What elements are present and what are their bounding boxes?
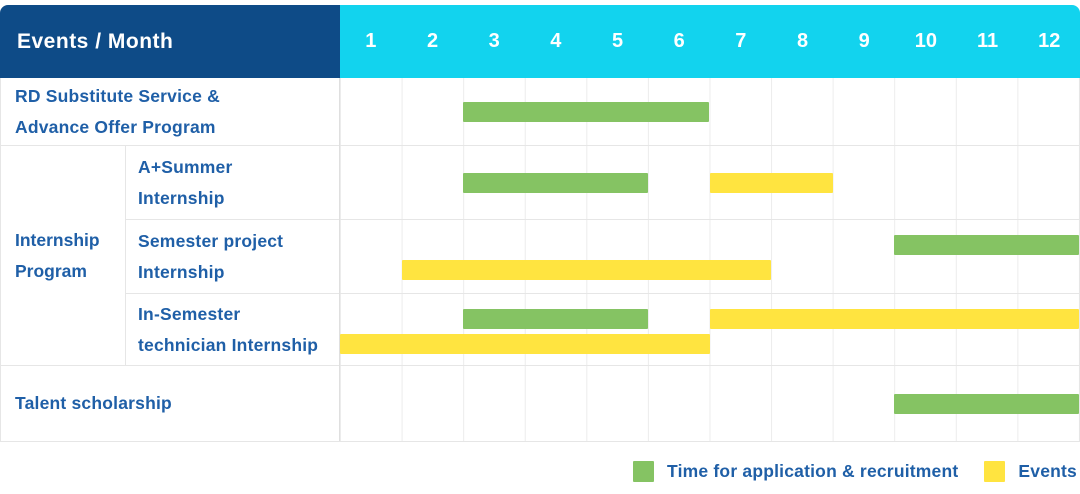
row-label-in-semester-technician: In-Semester technician Internship [126,294,339,366]
label-text: RD Substitute Service & Advance Offer Pr… [15,81,220,143]
legend-swatch-events [984,461,1006,482]
label-line: A+Summer [138,156,233,177]
label-line: Internship [138,187,225,208]
month-header-cell: 5 [611,30,624,52]
chart-row-rd-substitute [340,78,1079,146]
legend-item-application: Time for application & recruitment [633,461,958,482]
label-text: Semester project Internship [138,226,283,288]
label-line: Internship [138,261,225,282]
label-line: RD Substitute Service & [15,85,220,106]
gantt-bar-event [340,334,710,354]
legend-item-events: Events [984,461,1077,482]
row-label-rd-substitute: RD Substitute Service & Advance Offer Pr… [1,78,339,146]
events-month-header-cell: Events / Month [0,5,340,78]
gantt-bar-application [463,101,710,122]
legend-swatch-application [633,461,655,482]
legend-label: Time for application & recruitment [667,461,959,481]
gantt-bar-application [463,309,648,329]
label-line: technician Internship [138,334,319,355]
month-header-cell: 3 [488,30,500,52]
chart-row-talent-scholarship [340,366,1079,441]
month-header-cell: 10 [914,30,937,52]
label-text: Internship Program [15,225,100,287]
month-header-cell: 1 [365,30,377,52]
gantt-bar-application [894,393,1079,414]
legend-label: Events [1018,461,1077,481]
month-header-row: 1 2 3 4 5 6 7 8 9 10 11 12 [340,5,1080,78]
gantt-bar-event [709,172,833,193]
row-group-internship-program: Internship Program [1,146,126,366]
chart-row-a-plus-summer-internship [340,146,1079,220]
table-header-row: Events / Month 1 2 3 4 5 6 7 8 9 10 11 12 [0,5,1080,78]
month-header-cell: 2 [426,30,439,52]
label-line: In-Semester [138,303,241,324]
month-header-cell: 9 [858,30,870,52]
sub-labels-column: A+Summer Internship Semester project Int… [126,146,339,366]
row-label-talent-scholarship: Talent scholarship [1,366,339,441]
month-header-cell: 8 [796,30,809,52]
label-line: Semester project [138,230,284,251]
label-line: Program [15,260,87,281]
table-body: RD Substitute Service & Advance Offer Pr… [0,78,1080,442]
label-text: Talent scholarship [15,388,172,419]
label-text: A+Summer Internship [138,152,232,214]
chart-area [340,78,1079,441]
month-header-cell: 6 [673,30,685,52]
chart-row-semester-project-internship [340,220,1079,294]
gantt-bar-event [401,260,772,280]
gantt-bar-application [894,235,1079,255]
month-header-cell: 11 [976,30,999,52]
internship-program-group: Internship Program A+Summer Internship S… [1,146,339,366]
row-label-semester-project: Semester project Internship [126,220,339,294]
month-header-cell: 12 [1038,30,1061,52]
gantt-table: Events / Month 1 2 3 4 5 6 7 8 9 10 11 12 RD Substi… [0,5,1080,442]
label-line: Talent scholarship [15,393,172,413]
month-header-cell: 4 [550,30,562,52]
row-label-a-plus-summer: A+Summer Internship [126,146,339,220]
legend: Time for application & recruitment Event… [633,461,1077,482]
label-text: In-Semester technician Internship [138,299,318,361]
labels-column: RD Substitute Service & Advance Offer Pr… [1,78,340,441]
gantt-bar-event [709,309,1079,329]
month-header-cell: 7 [735,30,747,52]
label-line: Internship [15,229,100,250]
chart-row-in-semester-technician-internship [340,294,1079,366]
label-line: Advance Offer Program [15,116,216,137]
gantt-bar-application [463,172,648,193]
